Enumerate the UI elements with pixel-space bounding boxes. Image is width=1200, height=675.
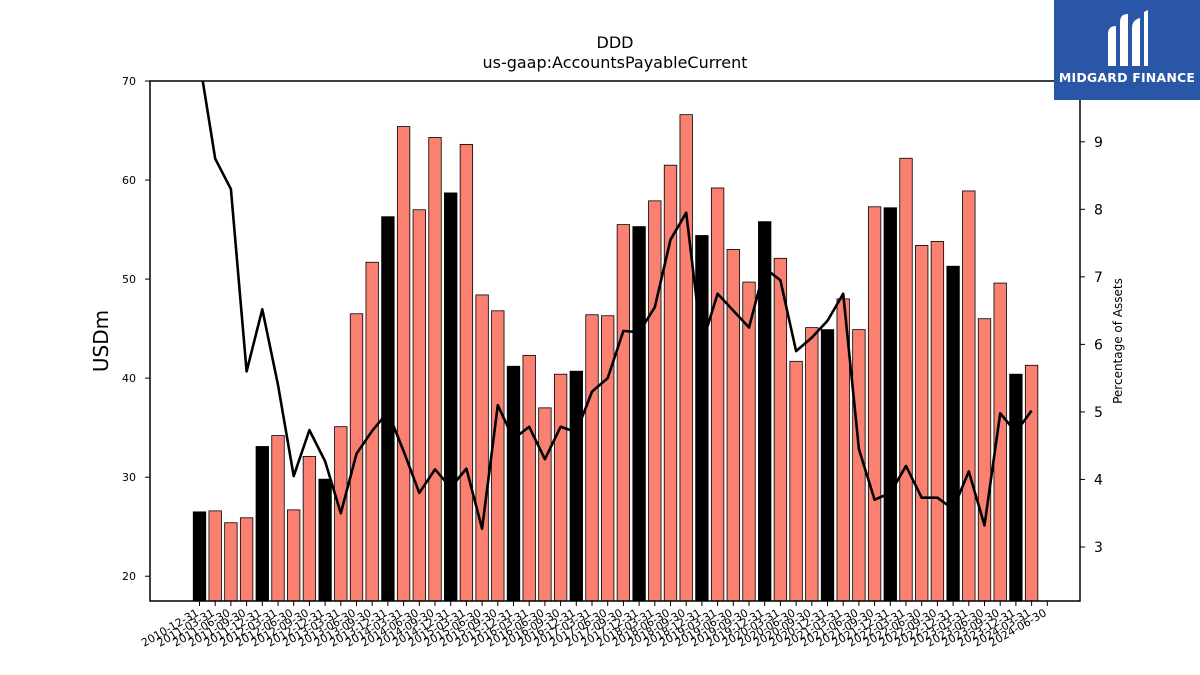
x-axis: 2010-12-312011-03-312011-06-302011-09-30… bbox=[139, 601, 1049, 650]
bar-2016-12-31 bbox=[569, 370, 583, 602]
y-tick-label: 20 bbox=[122, 570, 136, 583]
bar-2015-06-30 bbox=[475, 294, 489, 602]
bar-2012-03-31 bbox=[271, 435, 285, 602]
bar-2012-09-30 bbox=[302, 455, 317, 602]
bar-2014-09-30 bbox=[428, 137, 442, 602]
bar-2018-03-31 bbox=[648, 200, 662, 602]
bar-2011-03-31 bbox=[208, 510, 222, 602]
bar-2023-03-31 bbox=[962, 190, 976, 602]
bar-2016-06-30 bbox=[538, 407, 552, 602]
bar-2015-09-30 bbox=[491, 310, 505, 602]
bar-2011-06-30 bbox=[224, 522, 238, 602]
y2-tick-label: 7 bbox=[1094, 270, 1103, 286]
brand-logo: MIDGARD FINANCE bbox=[1054, 0, 1200, 100]
bar-2017-06-30 bbox=[601, 315, 615, 602]
bar-2015-12-31 bbox=[506, 365, 521, 602]
bar-2016-03-31 bbox=[522, 354, 536, 602]
bar-2019-09-30 bbox=[742, 281, 756, 602]
y-tick-label: 70 bbox=[122, 75, 136, 88]
chart-title: DDD bbox=[597, 33, 634, 52]
bar-2019-12-31 bbox=[758, 221, 772, 602]
bar-2021-09-30 bbox=[867, 206, 882, 602]
y-axis-label: USDm bbox=[89, 310, 113, 372]
bar-2022-09-30 bbox=[930, 241, 945, 602]
bar-2010-12-31 bbox=[192, 511, 207, 602]
bar-2014-12-31 bbox=[444, 192, 458, 602]
y-axis-left: 20 30 40 50 60 70 bbox=[122, 75, 150, 583]
y2-axis-label: Percentage of Assets bbox=[1111, 278, 1125, 404]
bar-2019-03-31 bbox=[710, 187, 725, 602]
line-series bbox=[201, 81, 1033, 531]
bar-2024-03-31 bbox=[1024, 364, 1039, 602]
bar-2012-12-31 bbox=[318, 478, 332, 602]
bar-2023-12-31 bbox=[1009, 373, 1023, 602]
bar-2016-09-30 bbox=[553, 373, 568, 602]
bar-2023-06-30 bbox=[977, 318, 992, 602]
bar-2022-03-31 bbox=[899, 157, 913, 602]
y-axis-right: 3 4 5 6 7 8 9 bbox=[1080, 135, 1103, 556]
midgard-logo-icon bbox=[1108, 10, 1148, 66]
bar-2011-09-30 bbox=[239, 517, 254, 602]
bar-2013-12-31 bbox=[381, 216, 395, 602]
bar-2015-03-31 bbox=[459, 143, 474, 602]
y2-tick-label: 5 bbox=[1094, 405, 1103, 421]
y2-tick-label: 3 bbox=[1094, 540, 1103, 556]
y-tick-label: 60 bbox=[122, 174, 136, 187]
y2-tick-label: 4 bbox=[1094, 472, 1103, 488]
bar-2021-12-31 bbox=[883, 207, 897, 602]
y-tick-label: 30 bbox=[122, 471, 136, 484]
y2-tick-label: 6 bbox=[1094, 337, 1103, 353]
bar-2017-12-31 bbox=[632, 226, 646, 602]
bar-2020-03-31 bbox=[773, 257, 788, 602]
bar-2017-09-30 bbox=[616, 224, 631, 602]
chart-subtitle: us-gaap:AccountsPayableCurrent bbox=[482, 53, 747, 72]
y-tick-label: 50 bbox=[122, 273, 136, 286]
percentage-of-assets-line bbox=[201, 81, 1033, 531]
y2-tick-label: 9 bbox=[1094, 135, 1103, 151]
bar-2012-06-30 bbox=[287, 509, 301, 602]
bar-2018-12-31 bbox=[695, 235, 709, 602]
bar-2019-06-30 bbox=[726, 248, 740, 602]
bar-2020-12-31 bbox=[820, 329, 835, 602]
bar-2018-09-30 bbox=[679, 114, 693, 602]
bar-2022-06-30 bbox=[915, 245, 929, 602]
brand-logo-text: MIDGARD FINANCE bbox=[1058, 70, 1196, 85]
bar-2017-03-31 bbox=[585, 314, 599, 602]
bar-2014-03-31 bbox=[396, 126, 411, 602]
plot-frame bbox=[149, 80, 1081, 602]
y2-tick-label: 8 bbox=[1094, 202, 1103, 218]
y-tick-label: 40 bbox=[122, 372, 136, 385]
bar-2014-06-30 bbox=[412, 209, 426, 602]
bar-2011-12-31 bbox=[255, 446, 269, 602]
bar-2020-06-30 bbox=[789, 360, 803, 602]
bar-2020-09-30 bbox=[805, 327, 819, 602]
bar-2022-12-31 bbox=[946, 265, 960, 602]
